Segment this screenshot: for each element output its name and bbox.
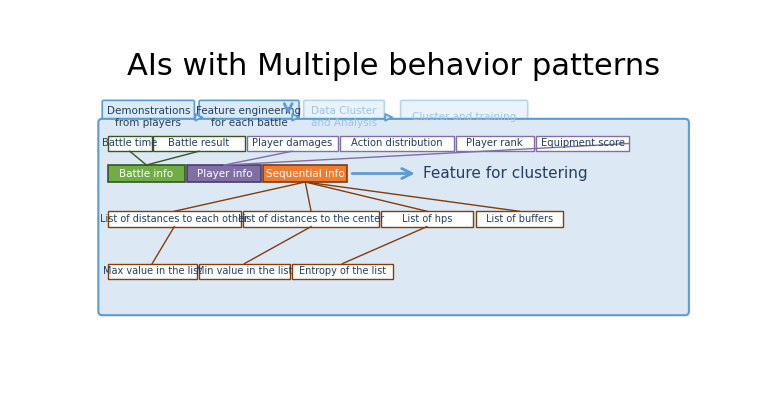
Text: Feature for clustering: Feature for clustering bbox=[423, 166, 588, 181]
FancyBboxPatch shape bbox=[247, 136, 338, 151]
Text: List of distances to each other: List of distances to each other bbox=[100, 214, 248, 224]
Text: Sequential info: Sequential info bbox=[266, 168, 345, 178]
FancyBboxPatch shape bbox=[98, 119, 689, 315]
FancyBboxPatch shape bbox=[108, 136, 152, 151]
FancyBboxPatch shape bbox=[108, 211, 241, 227]
FancyBboxPatch shape bbox=[536, 136, 629, 151]
FancyBboxPatch shape bbox=[199, 100, 299, 134]
Text: Demonstrations
from players: Demonstrations from players bbox=[107, 106, 190, 128]
FancyBboxPatch shape bbox=[187, 165, 261, 182]
Text: Feature engineering
for each battle: Feature engineering for each battle bbox=[197, 106, 302, 128]
Text: List of distances to the center: List of distances to the center bbox=[238, 214, 384, 224]
FancyBboxPatch shape bbox=[292, 264, 392, 279]
FancyBboxPatch shape bbox=[199, 264, 290, 279]
FancyBboxPatch shape bbox=[475, 211, 562, 227]
Text: Battle result: Battle result bbox=[168, 138, 230, 148]
Text: Cluster and training: Cluster and training bbox=[412, 112, 516, 122]
Text: Action distribution: Action distribution bbox=[351, 138, 443, 148]
Text: AIs with Multiple behavior patterns: AIs with Multiple behavior patterns bbox=[127, 52, 660, 81]
FancyBboxPatch shape bbox=[102, 100, 194, 134]
Text: Battle time: Battle time bbox=[102, 138, 157, 148]
FancyBboxPatch shape bbox=[154, 136, 245, 151]
Text: Player info: Player info bbox=[197, 168, 252, 178]
FancyBboxPatch shape bbox=[243, 211, 379, 227]
Text: Player rank: Player rank bbox=[466, 138, 523, 148]
FancyBboxPatch shape bbox=[303, 100, 384, 134]
Text: Battle info: Battle info bbox=[119, 168, 174, 178]
Text: List of buffers: List of buffers bbox=[485, 214, 553, 224]
Text: Data Cluster
and Analysis: Data Cluster and Analysis bbox=[311, 106, 377, 128]
FancyBboxPatch shape bbox=[263, 165, 347, 182]
Text: Player damages: Player damages bbox=[253, 138, 333, 148]
Text: Entropy of the list: Entropy of the list bbox=[299, 266, 386, 276]
FancyBboxPatch shape bbox=[455, 136, 534, 151]
Text: Equipment score: Equipment score bbox=[541, 138, 624, 148]
FancyBboxPatch shape bbox=[401, 100, 528, 134]
FancyBboxPatch shape bbox=[108, 165, 185, 182]
Text: Min value in the list: Min value in the list bbox=[197, 266, 293, 276]
FancyBboxPatch shape bbox=[340, 136, 454, 151]
Text: List of hps: List of hps bbox=[402, 214, 452, 224]
FancyBboxPatch shape bbox=[108, 264, 197, 279]
FancyBboxPatch shape bbox=[381, 211, 472, 227]
Text: Max value in the list: Max value in the list bbox=[103, 266, 202, 276]
